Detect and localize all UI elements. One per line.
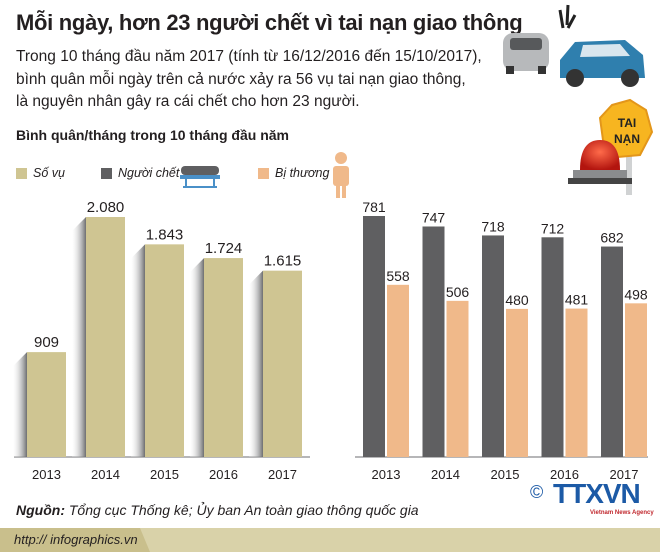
legend-label: Bị thương [275, 166, 330, 180]
footer-band: http:// infographics.vn [0, 528, 660, 552]
siren-icon [568, 140, 632, 184]
data-label: 682 [600, 230, 624, 246]
x-tick-label: 2014 [91, 467, 120, 482]
x-tick-label: 2014 [431, 467, 460, 482]
bar-deaths [541, 237, 564, 457]
bar-deaths [601, 246, 623, 457]
page-title: Mỗi ngày, hơn 23 người chết vì tai nạn g… [16, 10, 523, 35]
data-label: 506 [446, 284, 470, 300]
bar-injured [387, 284, 409, 457]
bar-injured [506, 308, 528, 457]
legend-item-nguoi-chet: Người chết [101, 166, 179, 180]
car-crash-icon [503, 4, 645, 87]
sign-text: NẠN [614, 132, 640, 146]
source-note: Nguồn: Tổng cục Thống kê; Ủy ban An toàn… [16, 502, 419, 518]
x-tick-label: 2017 [610, 467, 639, 482]
data-label: 1.615 [264, 253, 302, 270]
data-label: 498 [624, 286, 648, 302]
stretcher-icon [180, 166, 220, 188]
accident-sign-icon: TAI NẠN [598, 98, 654, 195]
data-label: 481 [565, 292, 589, 308]
footer-tab [0, 528, 150, 552]
data-label: 781 [362, 199, 386, 215]
intro-line: là nguyên nhân gây ra cái chết cho hơn 2… [16, 93, 360, 110]
intro-line: bình quân mỗi ngày trên cả nước xảy ra 5… [16, 70, 466, 88]
legend-swatch [258, 167, 269, 179]
chart-subtitle: Bình quân/tháng trong 10 tháng đầu năm [16, 127, 289, 143]
data-label: 718 [481, 218, 505, 234]
data-label: 558 [386, 268, 410, 284]
bar-injured [625, 303, 647, 457]
x-tick-label: 2015 [491, 467, 520, 482]
x-tick-label: 2013 [32, 467, 61, 482]
data-label: 747 [422, 209, 446, 225]
ttxvn-logo-sub: Vietnam News Agency [590, 510, 654, 516]
source-text: Tổng cục Thống kê; Ủy ban An toàn giao t… [64, 502, 419, 518]
bar [263, 270, 302, 457]
bar-shadow [13, 352, 27, 457]
bar [86, 217, 125, 457]
intro-text: Trong 10 tháng đầu năm 2017 (tính từ 16/… [16, 46, 516, 114]
data-label: 712 [541, 220, 565, 236]
x-tick-label: 2016 [550, 467, 579, 482]
data-label: 480 [505, 292, 529, 308]
x-tick-label: 2017 [268, 467, 297, 482]
data-label: 1.724 [205, 240, 243, 257]
legend-label: Người chết [118, 166, 180, 180]
x-tick-label: 2016 [209, 467, 238, 482]
legend-swatch [101, 167, 112, 179]
injured-person-icon [333, 152, 349, 198]
bar-shadow [72, 217, 86, 457]
sign-text: TAI [618, 116, 636, 130]
website-link[interactable]: http:// infographics.vn [14, 532, 138, 547]
legend-item-bi-thuong: Bị thương [258, 166, 329, 180]
intro-line: Trong 10 tháng đầu năm 2017 (tính từ 16/… [16, 48, 482, 65]
data-label: 1.843 [146, 226, 184, 243]
bar [27, 352, 66, 457]
bar-injured [446, 300, 469, 457]
bar-shadow [131, 244, 145, 457]
source-label: Nguồn: [16, 502, 65, 518]
bar-deaths [363, 216, 385, 457]
legend-label: Số vụ [33, 166, 65, 180]
chart-deaths-injuries: 781 558 2013 747 506 2014 718 480 2015 712 481 2016… [355, 199, 648, 482]
x-tick-label: 2013 [372, 467, 401, 482]
copyright-icon: © [530, 482, 544, 502]
data-label: 2.080 [87, 199, 125, 216]
bar-shadow [190, 258, 204, 457]
bar [145, 244, 184, 457]
x-tick-label: 2015 [150, 467, 179, 482]
bar-shadow [249, 270, 263, 457]
bar [204, 258, 243, 457]
bar-deaths [422, 226, 445, 457]
ttxvn-logo: TTXVN [553, 478, 641, 509]
data-label: 909 [34, 334, 59, 351]
bar-injured [565, 308, 588, 457]
legend-item-so-vu: Số vụ [16, 166, 65, 180]
chart-accidents: 909 2013 2.080 2014 1.843 2015 1.724 2016 1.615 2… [13, 199, 310, 482]
legend-swatch [16, 167, 27, 179]
bar-deaths [482, 235, 504, 457]
